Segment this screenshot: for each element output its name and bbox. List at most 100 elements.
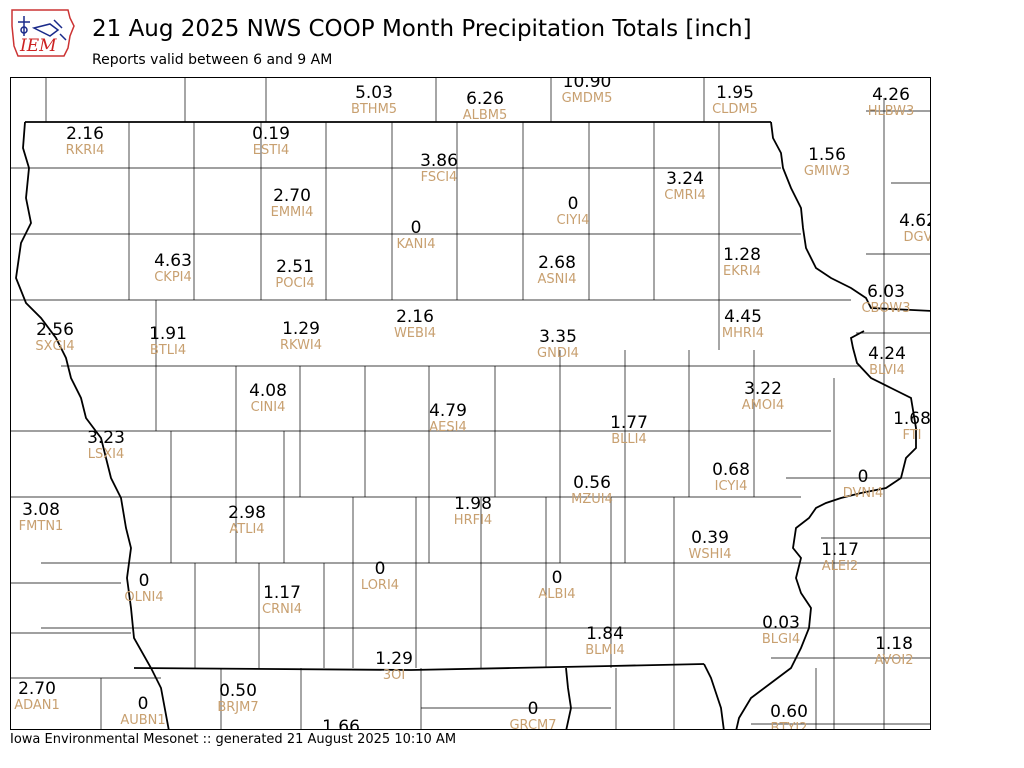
station-value: 10.90 [562,77,612,92]
station-id: BLMI4 [585,643,625,658]
station-value: 0 [138,571,150,591]
station-id: BLVI4 [869,363,905,378]
station-value: 0 [857,467,869,487]
station-value: 2.70 [18,679,56,699]
iem-logo: IEM [10,6,76,62]
station-id: BLLI4 [611,432,647,447]
station-value: 1.28 [723,245,761,265]
station-label: 0.68 ICYI4 [712,461,750,494]
station-value: 5.03 [355,83,393,103]
station-value: 0.03 [762,613,800,633]
station-id: ASNI4 [537,272,577,287]
station-label: 3.24 CMRI4 [664,170,705,203]
station-label: 0 GRCM7 [509,700,556,730]
station-value: 0.60 [770,702,808,722]
station-id: DGV [903,230,931,245]
station-label: 2.70 ADAN1 [14,680,60,713]
station-id: GMDM5 [561,91,613,106]
station-value: 2.98 [228,503,266,523]
footer-credit: Iowa Environmental Mesonet :: generated … [10,732,457,747]
station-label: 4.08 CINI4 [249,382,287,415]
station-value: 4.63 [154,251,192,271]
station-id: BTYI2 [770,721,808,730]
station-id: BTHM5 [350,102,398,117]
station-id: EKRI4 [723,264,761,279]
station-id: 3OI [382,668,406,683]
station-label: 1.77 BLLI4 [610,414,648,447]
station-id: ADAN1 [14,698,60,713]
station-label: 1.68 FTI [893,410,930,443]
station-id: LSXI4 [87,447,125,462]
station-value: 0.50 [219,681,257,701]
station-value: 4.45 [724,307,762,327]
station-id: MHRI4 [721,326,765,341]
station-label: 0 OLNI4 [124,572,163,605]
station-id: OLNI4 [124,590,164,605]
station-value: 0 [527,699,539,719]
station-value: 1.66 [322,717,360,730]
station-label: 4.79 AESI4 [429,402,467,435]
station-label: 2.68 ASNI4 [538,254,577,287]
station-label: 1.95 CLDM5 [712,84,758,117]
station-label: 6.26 ALBM5 [463,90,508,123]
station-id: CBOW3 [861,301,911,316]
station-label: 4.45 MHRI4 [722,308,764,341]
station-label: 4.63 CKPI4 [154,252,192,285]
station-value: 0 [374,559,386,579]
station-id: AESI4 [429,420,467,435]
station-id: CLDM5 [712,102,758,117]
station-id: GNDI4 [537,346,579,361]
station-value: 2.68 [538,253,576,273]
station-id: LORI4 [360,578,400,593]
page-subtitle: Reports valid between 6 and 9 AM [92,52,333,68]
station-value: 1.84 [586,624,624,644]
station-id: BTLI4 [149,343,187,358]
station-value: 0.56 [573,473,611,493]
station-label: 2.56 SXGI4 [35,321,74,354]
station-id: CIYI4 [556,213,590,228]
station-id: KANI4 [396,237,436,252]
station-label: 1.29 RKWI4 [280,320,322,353]
station-label: 2.16 RKRI4 [66,125,105,158]
station-label: 0.19 ESTI4 [252,125,290,158]
station-id: SXGI4 [35,339,75,354]
station-id: ALBM5 [462,108,508,123]
station-value: 2.16 [396,307,434,327]
station-label: 3.23 LSXI4 [87,429,125,462]
station-label: 1.84 BLMI4 [585,625,624,658]
station-label: 1.66 [322,718,360,730]
station-label: 10.90 GMDM5 [561,77,613,106]
station-label: 1.98 HRFI4 [454,495,492,528]
station-value: 0.19 [252,124,290,144]
station-value: 1.29 [282,319,320,339]
station-value: 0.39 [691,528,729,548]
station-id: ATLI4 [229,522,265,537]
station-id: AMOI4 [741,398,785,413]
station-id: EMMI4 [270,205,314,220]
station-label: 0 KANI4 [396,219,435,252]
station-value: 1.95 [716,83,754,103]
station-value: 2.16 [66,124,104,144]
station-value: 4.79 [429,401,467,421]
station-label: 4.62DGV [899,211,931,245]
station-label: 1.18 AVOI2 [874,635,913,668]
station-id: AVOI2 [874,653,914,668]
station-label: 1.17 ALEI2 [821,541,859,574]
station-value: 0 [410,218,422,238]
station-id: CKPI4 [154,270,192,285]
station-value: 4.62 [899,211,930,231]
station-label: 2.16 WEBI4 [394,308,436,341]
station-id: GMIW3 [803,164,851,179]
station-value: 1.18 [875,634,913,654]
station-id: HRFI4 [453,513,493,528]
station-label: 0.50 BRJM7 [217,682,258,715]
station-value: 1.29 [375,649,413,669]
station-value: 4.24 [868,344,906,364]
station-label: 5.03 BTHM5 [351,84,397,117]
logo-lettering: IEM [19,36,57,56]
station-id: CINI4 [250,400,286,415]
station-label: 1.17 CRNI4 [262,584,302,617]
station-label: 3.08 FMTN1 [19,501,64,534]
station-value: 3.86 [420,151,458,171]
station-label: 1.91 BTLI4 [149,325,187,358]
